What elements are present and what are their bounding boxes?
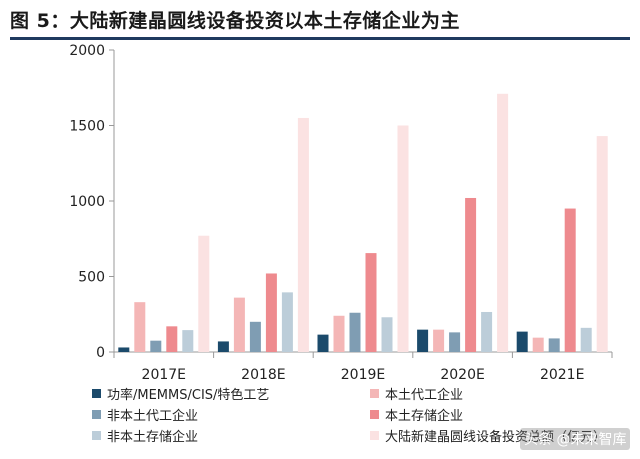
y-tick-label: 500 bbox=[78, 270, 105, 286]
legend-label: 本土存储企业 bbox=[385, 409, 464, 424]
x-tick-label: 2018E bbox=[241, 367, 285, 383]
bar-6 bbox=[596, 136, 608, 352]
chart-title: 图 5：大陆新建晶圆线设备投资以本土存储企业为主 bbox=[10, 10, 460, 32]
bar-3 bbox=[249, 321, 261, 352]
y-tick-label: 0 bbox=[96, 345, 105, 361]
legend-item: 功率/MEMMS/CIS/特色工艺 bbox=[92, 384, 269, 403]
bar-3 bbox=[449, 332, 461, 352]
legend-swatch bbox=[92, 410, 101, 419]
bar-2 bbox=[433, 329, 445, 352]
x-tick-label: 2021E bbox=[540, 367, 584, 383]
bar-5 bbox=[580, 327, 592, 352]
legend-swatch bbox=[370, 410, 379, 419]
bar-4 bbox=[365, 253, 377, 352]
bar-6 bbox=[497, 93, 509, 352]
bar-2 bbox=[333, 315, 345, 352]
bar-2 bbox=[233, 297, 245, 352]
bar-4 bbox=[465, 197, 477, 352]
bar-6 bbox=[198, 235, 210, 352]
legend-label: 大陆新建晶圆线设备投资总额（亿元） bbox=[385, 430, 607, 445]
legend-swatch bbox=[92, 389, 101, 398]
x-tick-label: 2017E bbox=[142, 367, 186, 383]
bar-6 bbox=[297, 117, 309, 352]
bar-2 bbox=[532, 337, 544, 352]
legend-label: 非本土存储企业 bbox=[107, 430, 199, 445]
bar-5 bbox=[182, 330, 194, 352]
bar-6 bbox=[397, 125, 409, 352]
bar-1 bbox=[217, 341, 229, 352]
bar-4 bbox=[166, 326, 178, 352]
bar-3 bbox=[548, 338, 560, 352]
bar-5 bbox=[481, 311, 493, 352]
x-tick-label: 2019E bbox=[341, 367, 385, 383]
bar-5 bbox=[281, 292, 293, 352]
legend-swatch bbox=[92, 431, 101, 440]
bar-5 bbox=[381, 317, 393, 352]
legend-item: 本土代工企业 bbox=[370, 384, 463, 403]
bar-4 bbox=[564, 208, 576, 352]
legend-label: 非本土代工企业 bbox=[107, 409, 199, 424]
bar-4 bbox=[265, 273, 277, 352]
legend-swatch bbox=[370, 431, 379, 440]
watermark: 头条 @未来智库 bbox=[520, 428, 631, 450]
bar-1 bbox=[516, 331, 528, 352]
y-tick-label: 2000 bbox=[69, 43, 105, 59]
legend-item: 非本土存储企业 bbox=[92, 426, 198, 445]
bar-2 bbox=[134, 302, 146, 352]
bar-1 bbox=[417, 329, 429, 352]
legend-item: 非本土代工企业 bbox=[92, 405, 198, 424]
bar-1 bbox=[118, 347, 130, 352]
legend-item: 大陆新建晶圆线设备投资总额（亿元） bbox=[370, 426, 606, 445]
bar-3 bbox=[349, 312, 361, 352]
title-rule bbox=[10, 37, 630, 40]
y-tick-label: 1500 bbox=[69, 119, 105, 135]
legend-label: 功率/MEMMS/CIS/特色工艺 bbox=[107, 388, 270, 403]
y-tick-label: 1000 bbox=[69, 194, 105, 210]
legend-swatch bbox=[370, 389, 379, 398]
legend-item: 本土存储企业 bbox=[370, 405, 463, 424]
bar-1 bbox=[317, 334, 329, 352]
legend-label: 本土代工企业 bbox=[385, 388, 464, 403]
x-tick-label: 2020E bbox=[440, 367, 484, 383]
bar-3 bbox=[150, 340, 162, 352]
